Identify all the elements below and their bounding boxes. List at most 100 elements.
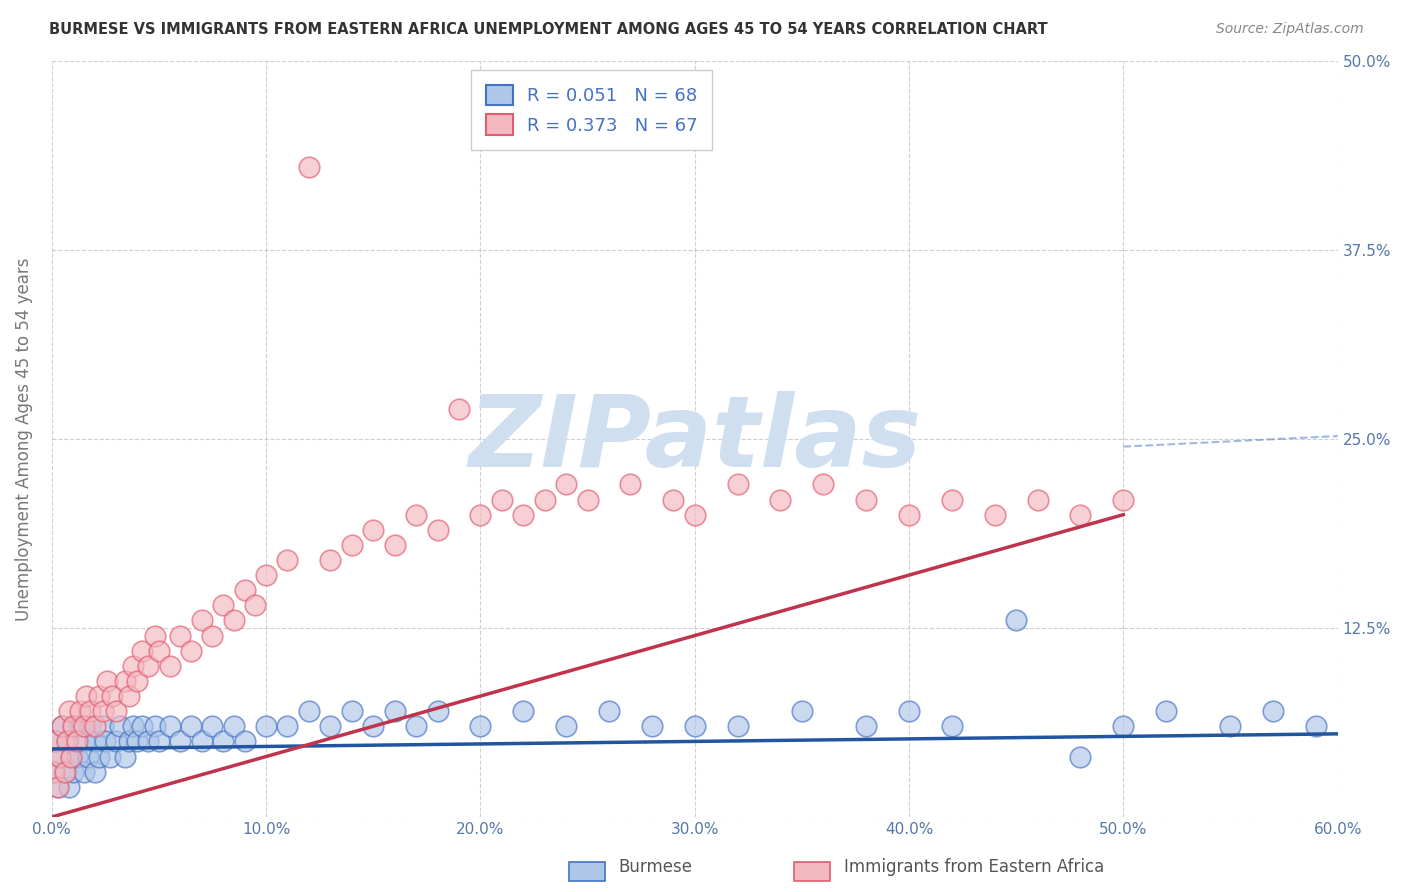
Point [201, 719, 224, 733]
Point [727, 477, 749, 491]
Point [855, 492, 877, 507]
Point [426, 523, 449, 537]
Text: Immigrants from Eastern Africa: Immigrants from Eastern Africa [844, 858, 1104, 876]
Point [276, 553, 298, 567]
Point [276, 719, 298, 733]
Point [319, 553, 342, 567]
Point [222, 719, 245, 733]
Point [405, 508, 427, 522]
Point [340, 704, 363, 718]
Point [1263, 704, 1285, 718]
Point [159, 658, 181, 673]
Point [212, 734, 235, 748]
Point [898, 508, 921, 522]
Point [122, 658, 145, 673]
Point [512, 508, 534, 522]
Point [55, 734, 77, 748]
Point [62, 719, 84, 733]
Point [790, 704, 813, 718]
Point [77, 749, 100, 764]
Point [83, 719, 105, 733]
Point [91, 704, 114, 718]
Point [361, 523, 384, 537]
Point [91, 719, 114, 733]
Point [384, 704, 406, 718]
Point [727, 719, 749, 733]
Point [1112, 719, 1135, 733]
Point [45, 734, 67, 748]
Point [1005, 614, 1028, 628]
Point [683, 508, 706, 522]
Point [254, 719, 277, 733]
Point [191, 734, 214, 748]
Point [384, 538, 406, 552]
Point [1305, 719, 1327, 733]
Point [118, 734, 141, 748]
Point [98, 749, 121, 764]
Point [426, 704, 449, 718]
Point [127, 673, 149, 688]
Point [143, 719, 166, 733]
Point [898, 704, 921, 718]
Point [96, 673, 118, 688]
Point [122, 719, 145, 733]
Point [1154, 704, 1177, 718]
Point [555, 719, 578, 733]
Point [470, 508, 492, 522]
Point [60, 749, 83, 764]
Point [361, 719, 384, 733]
Point [319, 719, 342, 733]
Point [512, 704, 534, 718]
Point [941, 492, 963, 507]
Point [148, 734, 170, 748]
Point [83, 734, 105, 748]
Point [1219, 719, 1241, 733]
Point [51, 719, 73, 733]
Point [53, 764, 76, 779]
Point [143, 629, 166, 643]
Point [662, 492, 685, 507]
Point [169, 629, 191, 643]
Point [73, 734, 96, 748]
Point [60, 749, 83, 764]
Point [1069, 508, 1091, 522]
Point [127, 734, 149, 748]
Point [58, 780, 80, 794]
Point [470, 719, 492, 733]
Point [298, 704, 321, 718]
Point [533, 492, 555, 507]
Point [110, 719, 132, 733]
Point [114, 749, 136, 764]
Point [87, 689, 110, 703]
Point [69, 704, 91, 718]
Point [136, 658, 159, 673]
Point [62, 719, 84, 733]
Point [79, 704, 101, 718]
Point [941, 719, 963, 733]
Point [855, 719, 877, 733]
Text: BURMESE VS IMMIGRANTS FROM EASTERN AFRICA UNEMPLOYMENT AMONG AGES 45 TO 54 YEARS: BURMESE VS IMMIGRANTS FROM EASTERN AFRIC… [49, 22, 1047, 37]
Point [114, 673, 136, 688]
Point [131, 719, 153, 733]
Point [201, 629, 224, 643]
Point [641, 719, 664, 733]
Point [46, 780, 69, 794]
Point [169, 734, 191, 748]
Point [75, 689, 97, 703]
Point [83, 764, 105, 779]
Point [73, 719, 96, 733]
Point [79, 719, 101, 733]
Point [340, 538, 363, 552]
Point [813, 477, 835, 491]
Point [131, 643, 153, 657]
Point [212, 599, 235, 613]
Point [62, 764, 84, 779]
Point [66, 734, 89, 748]
Point [254, 568, 277, 582]
Point [233, 583, 256, 598]
Point [191, 614, 214, 628]
Text: Burmese: Burmese [619, 858, 693, 876]
Point [66, 749, 89, 764]
Point [69, 719, 91, 733]
Point [42, 764, 65, 779]
